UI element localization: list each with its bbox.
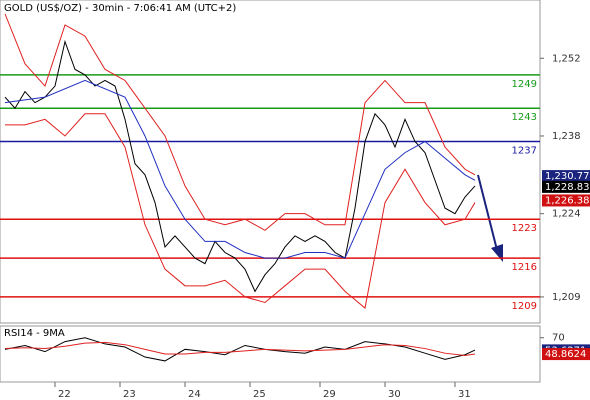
price-tag bbox=[542, 194, 590, 207]
series-line bbox=[4, 341, 476, 357]
series-line bbox=[4, 337, 476, 362]
level-label: 1237 bbox=[512, 146, 537, 157]
level-label-bg bbox=[512, 261, 539, 274]
level-label-bg bbox=[512, 111, 539, 124]
price-panel bbox=[0, 0, 541, 324]
level-label: 1209 bbox=[512, 301, 537, 312]
series-line bbox=[4, 13, 476, 231]
y-tick-label: 70 bbox=[552, 333, 565, 344]
y-tick-label: 1,252 bbox=[552, 53, 581, 64]
x-tick-label: 24 bbox=[188, 389, 201, 400]
level-label: 1216 bbox=[512, 262, 537, 273]
rsi-title: RSI14 - 9MA bbox=[4, 328, 65, 339]
x-tick-label: 30 bbox=[388, 389, 401, 400]
x-tick-label: 22 bbox=[58, 389, 71, 400]
x-tick-label: 29 bbox=[323, 389, 336, 400]
rsi-panel bbox=[0, 325, 541, 383]
series-line bbox=[4, 79, 476, 259]
price-tag bbox=[542, 180, 590, 193]
x-tick-label: 31 bbox=[458, 389, 471, 400]
y-tick-label: 1,209 bbox=[552, 292, 581, 303]
series-line bbox=[5, 113, 476, 309]
x-tick-label: 25 bbox=[253, 389, 266, 400]
level-label-bg bbox=[512, 299, 539, 312]
y-tick-label: 1,238 bbox=[552, 131, 581, 142]
price-tag-label: 1,226.38 bbox=[545, 195, 590, 206]
level-label-bg bbox=[512, 222, 539, 235]
price-tag-label: 1,228.83 bbox=[545, 182, 590, 193]
level-label: 1243 bbox=[512, 112, 537, 123]
price-tag bbox=[542, 348, 590, 361]
y-tick-label: 1,224 bbox=[552, 209, 581, 220]
price-tag bbox=[542, 170, 590, 183]
price-tag-label: 1,230.77 bbox=[545, 171, 590, 182]
level-label: 1223 bbox=[512, 223, 537, 234]
level-label: 1249 bbox=[512, 79, 537, 90]
series-line bbox=[4, 39, 476, 293]
chart-title: GOLD (US$/OZ) - 30min - 7:06:41 AM (UTC+… bbox=[4, 3, 236, 14]
x-tick-label: 23 bbox=[123, 389, 136, 400]
price-tag-label: 48.8624 bbox=[545, 349, 586, 360]
level-label-bg bbox=[512, 77, 539, 90]
level-label-bg bbox=[512, 144, 539, 157]
projection-arrow bbox=[477, 174, 498, 251]
